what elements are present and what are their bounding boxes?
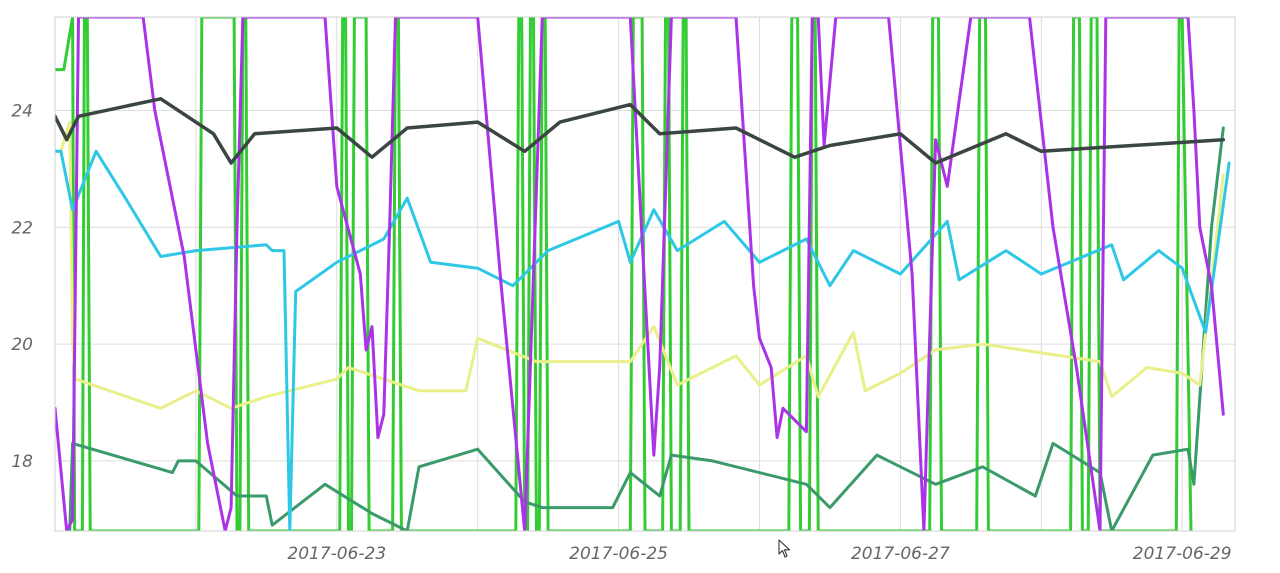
x-tick-label: 2017-06-23: [287, 544, 386, 564]
plot-area-border: [54, 16, 1236, 532]
series-line: [68, 126, 1225, 531]
x-tick-label: 2017-06-29: [1133, 544, 1232, 564]
mouse-pointer-icon: [778, 539, 791, 558]
y-tick-label: 20: [11, 335, 33, 355]
x-tick-label: 2017-06-27: [851, 544, 950, 564]
series-group: [55, 17, 1231, 531]
x-axis: 2017-06-23 2017-06-25 2017-06-27 2017-06-29: [287, 544, 1231, 564]
series-line: [55, 17, 1225, 531]
y-tick-label: 22: [11, 218, 33, 238]
y-tick-label: 18: [11, 452, 33, 472]
series-line: [55, 120, 1225, 410]
y-axis: 18 20 22 24: [11, 101, 33, 471]
series-line: [55, 149, 1231, 531]
x-tick-label: 2017-06-25: [569, 544, 668, 564]
y-tick-label: 24: [11, 101, 33, 121]
series-line: [55, 97, 1226, 165]
series-line: [55, 17, 1193, 531]
